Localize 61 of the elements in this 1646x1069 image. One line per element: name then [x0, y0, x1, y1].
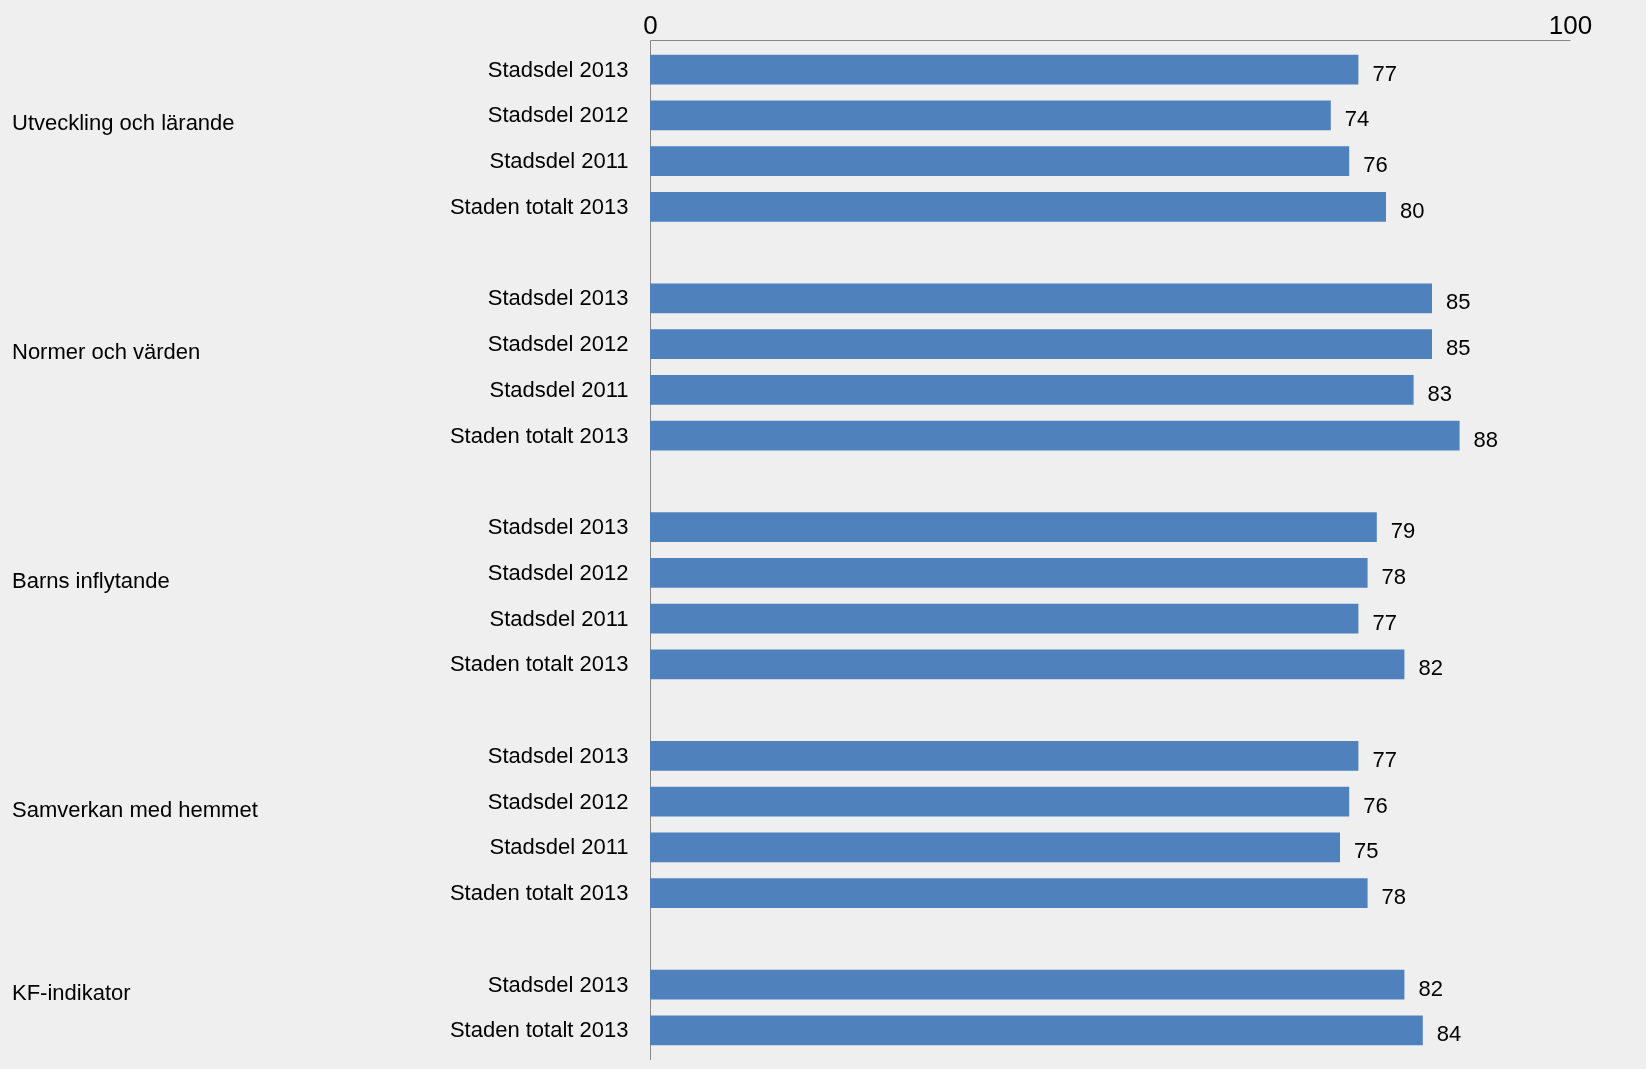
y-tick-label: Stadsdel 2012	[487, 331, 629, 357]
data-label: 83	[1427, 380, 1453, 406]
data-label: 78	[1381, 563, 1407, 589]
bar	[650, 786, 1350, 817]
data-label: 85	[1446, 289, 1471, 315]
data-label: 85	[1446, 335, 1471, 361]
bar	[650, 969, 1405, 1000]
y-tick-label: Staden totalt 2013	[449, 422, 629, 448]
text: Utveckling och lärande	[12, 110, 235, 136]
data-label: 77	[1372, 60, 1397, 86]
data-label: 79	[1390, 518, 1416, 544]
data-label: 74	[1344, 106, 1370, 132]
x-tick-label: 0	[643, 9, 658, 40]
y-tick-label: Staden totalt 2013	[449, 880, 629, 906]
y-tick-label: Stadsdel 2013	[487, 742, 629, 768]
data-label: 77	[1372, 609, 1397, 635]
bar	[650, 558, 1368, 588]
bar	[650, 329, 1432, 360]
data-label: 82	[1418, 975, 1443, 1001]
y-tick-label: Stadsdel 2013	[487, 514, 629, 540]
data-label: 80	[1400, 197, 1425, 223]
data-label: 84	[1436, 1021, 1462, 1047]
data-label: 88	[1473, 426, 1499, 452]
data-label: 82	[1418, 655, 1443, 681]
bar	[650, 192, 1386, 222]
y-tick-label: Staden totalt 2013	[449, 193, 629, 219]
bar	[650, 603, 1359, 634]
bar	[650, 420, 1460, 451]
text: Normer och värden	[12, 339, 201, 365]
bar	[650, 1015, 1423, 1046]
y-tick-label: Stadsdel 2013	[487, 56, 629, 82]
x-tick-label: 100	[1548, 9, 1593, 40]
data-label: 75	[1354, 838, 1379, 864]
bar	[650, 878, 1368, 908]
text: Barns inflytande	[12, 567, 170, 593]
data-label: 78	[1381, 884, 1407, 910]
y-tick-label: Stadsdel 2012	[487, 788, 629, 814]
bar	[650, 100, 1331, 131]
y-tick-label: Stadsdel 2011	[489, 605, 629, 631]
bar	[650, 649, 1405, 680]
bar	[650, 740, 1359, 771]
data-label: 76	[1363, 792, 1388, 818]
data-label: 76	[1363, 152, 1388, 178]
data-label: 77	[1372, 746, 1397, 772]
y-tick-label: Staden totalt 2013	[449, 651, 629, 677]
y-tick-label: Stadsdel 2012	[487, 559, 629, 585]
y-tick-label: Stadsdel 2011	[489, 376, 629, 402]
bar	[650, 832, 1340, 863]
bar	[650, 512, 1377, 542]
text: Samverkan med hemmet	[12, 796, 258, 822]
y-tick-label: Stadsdel 2011	[489, 834, 629, 860]
bar	[650, 146, 1350, 177]
y-tick-label: Stadsdel 2013	[487, 285, 629, 311]
y-tick-label: Stadsdel 2013	[487, 971, 629, 997]
y-tick-label: Stadsdel 2011	[489, 148, 629, 174]
y-tick-label: Staden totalt 2013	[449, 1017, 629, 1043]
bar	[650, 375, 1414, 405]
text: KF-indikator	[12, 979, 131, 1005]
bar	[650, 54, 1359, 85]
y-tick-label: Stadsdel 2012	[487, 102, 629, 128]
bar	[650, 283, 1432, 314]
